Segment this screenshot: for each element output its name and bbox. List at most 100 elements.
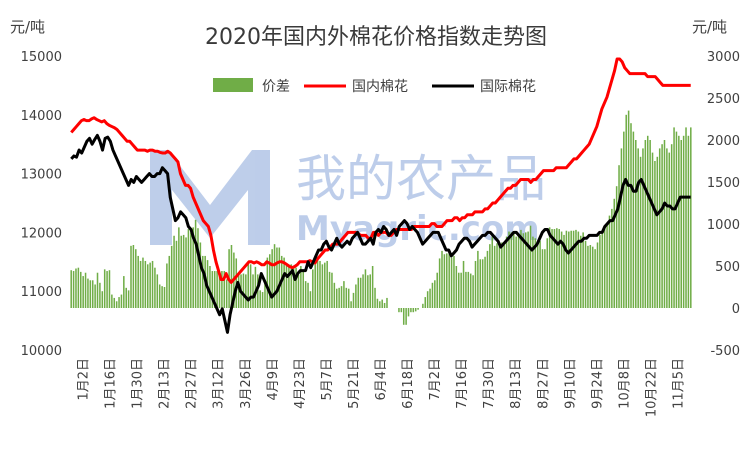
diff-bar: [111, 295, 113, 308]
diff-bar: [649, 140, 651, 308]
diff-bar: [164, 287, 166, 308]
diff-bar: [551, 229, 553, 308]
diff-bar: [673, 127, 675, 308]
diff-bar: [362, 274, 364, 308]
diff-bar: [149, 263, 151, 308]
x-tick-label: 2月27日: [185, 358, 200, 409]
diff-bar: [197, 228, 199, 308]
left-tick-label: 12000: [21, 226, 62, 241]
diff-bar: [515, 237, 517, 308]
diff-bar: [635, 140, 637, 308]
diff-bar: [683, 136, 685, 308]
right-axis-unit: 元/吨: [692, 18, 727, 36]
diff-bar: [401, 308, 403, 312]
diff-bar: [324, 263, 326, 308]
x-axis: 1月2日 1月16日 1月30日 2月13日 2月27日 3月12日 3月26日 4月9日 4月…: [77, 358, 687, 417]
diff-bar: [137, 256, 139, 308]
diff-bar: [671, 144, 673, 308]
diff-bar: [142, 258, 144, 308]
diff-bar: [523, 233, 525, 308]
diff-bar: [360, 278, 362, 308]
legend-swatch-diff: [213, 78, 253, 92]
diff-bar: [381, 300, 383, 308]
diff-bar: [468, 272, 470, 308]
left-tick-label: 13000: [21, 168, 62, 183]
right-tick-label: 2500: [707, 92, 740, 107]
diff-bar: [539, 241, 541, 308]
diff-bar: [355, 284, 357, 308]
diff-bar: [310, 291, 312, 308]
diff-bar: [262, 292, 264, 308]
diff-bar: [279, 248, 281, 308]
x-tick-label: 7月2日: [428, 358, 443, 401]
diff-bar: [537, 242, 539, 308]
diff-bar: [415, 308, 417, 311]
diff-bar: [587, 246, 589, 308]
diff-bar: [417, 308, 419, 310]
diff-bar: [436, 273, 438, 308]
diff-bar: [645, 140, 647, 308]
diff-bar: [209, 266, 211, 308]
diff-bar: [80, 272, 82, 308]
diff-bar: [664, 140, 666, 308]
diff-bar: [147, 264, 149, 308]
diff-bar: [592, 247, 594, 308]
diff-bar: [676, 132, 678, 308]
diff-bar: [317, 258, 319, 308]
diff-bar: [604, 228, 606, 308]
diff-bar: [472, 275, 474, 308]
diff-bar: [190, 232, 192, 308]
diff-bar: [173, 236, 175, 308]
diff-bar: [661, 144, 663, 308]
left-tick-label: 15000: [21, 50, 62, 65]
diff-bar: [491, 237, 493, 308]
diff-bar: [259, 290, 261, 308]
diff-bar: [353, 293, 355, 308]
diff-bar: [685, 127, 687, 308]
diff-bar: [611, 209, 613, 308]
diff-bar: [566, 231, 568, 308]
diff-bar: [166, 263, 168, 308]
diff-bar: [446, 253, 448, 308]
diff-bar: [133, 245, 135, 308]
diff-bar: [413, 308, 415, 312]
diff-bar: [195, 220, 197, 308]
diff-bar: [178, 227, 180, 308]
right-tick-label: 500: [715, 260, 740, 275]
watermark-cn: 我的农产品: [296, 150, 546, 208]
diff-bar: [621, 148, 623, 308]
diff-bar: [245, 274, 247, 308]
right-tick-label: 3000: [707, 50, 740, 65]
diff-bar: [314, 264, 316, 308]
diff-bar: [90, 280, 92, 308]
diff-bar: [511, 232, 513, 308]
x-tick-label: 11月5日: [671, 358, 686, 409]
diff-bar: [82, 276, 84, 308]
diff-bar: [410, 308, 412, 312]
x-tick-label: 7月16日: [455, 358, 470, 409]
diff-bar: [582, 232, 584, 308]
diff-bar: [372, 266, 374, 308]
diff-bar: [480, 259, 482, 308]
diff-bar: [475, 261, 477, 308]
diff-bar: [102, 291, 104, 308]
diff-bar: [496, 243, 498, 308]
diff-bar: [678, 136, 680, 308]
legend: 价差 国内棉花 国际棉花: [213, 78, 536, 95]
diff-bar: [599, 235, 601, 308]
left-tick-label: 11000: [21, 285, 62, 300]
diff-bar: [298, 274, 300, 308]
diff-bar: [405, 308, 407, 325]
diff-bar: [680, 140, 682, 308]
diff-bar: [350, 301, 352, 308]
diff-bar: [216, 271, 218, 308]
diff-bar: [152, 261, 154, 308]
diff-bar: [642, 148, 644, 308]
x-tick-label: 6月18日: [401, 358, 416, 409]
x-tick-label: 8月13日: [509, 358, 524, 409]
x-tick-label: 2月13日: [158, 358, 173, 409]
diff-bar: [157, 274, 159, 308]
diff-bar: [106, 271, 108, 308]
x-tick-label: 4月23日: [293, 358, 308, 409]
diff-bar: [255, 267, 257, 308]
